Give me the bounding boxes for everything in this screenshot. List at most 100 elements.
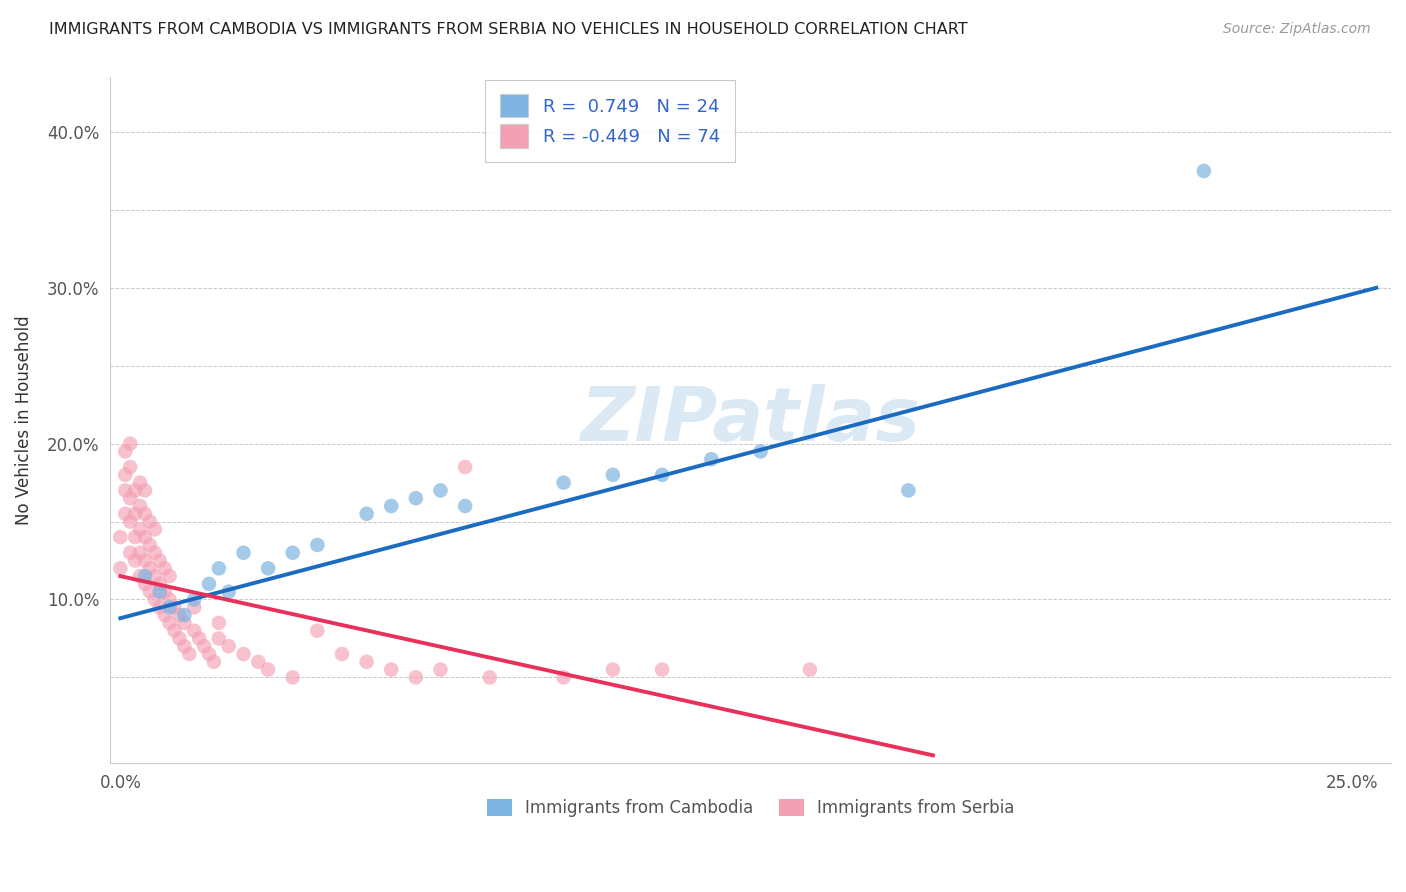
Point (700, 452, 723, 467)
Legend: Immigrants from Cambodia, Immigrants from Serbia: Immigrants from Cambodia, Immigrants fro… (481, 792, 1021, 823)
Point (134, 577, 156, 591)
Point (651, 663, 673, 677)
Point (218, 584, 240, 599)
Point (897, 483, 920, 498)
Point (153, 561, 176, 575)
Point (114, 467, 136, 482)
Point (429, 663, 451, 677)
Point (139, 538, 162, 552)
Point (478, 670, 501, 684)
Point (183, 624, 205, 638)
Point (110, 530, 132, 544)
Point (232, 546, 254, 560)
Point (799, 663, 821, 677)
Point (124, 507, 146, 521)
Point (124, 553, 146, 567)
Point (139, 515, 162, 529)
Point (281, 546, 304, 560)
Point (307, 538, 329, 552)
Point (356, 655, 378, 669)
Point (143, 546, 166, 560)
Point (602, 467, 624, 482)
Point (163, 624, 186, 638)
Point (134, 553, 156, 567)
Point (183, 600, 205, 615)
Point (163, 600, 186, 615)
Point (129, 475, 152, 490)
Point (208, 632, 231, 646)
Point (129, 546, 152, 560)
Point (330, 647, 353, 661)
Point (120, 460, 142, 475)
Point (134, 483, 156, 498)
Point (153, 608, 176, 623)
Point (405, 670, 427, 684)
Point (602, 663, 624, 677)
Point (124, 530, 146, 544)
Point (257, 663, 280, 677)
Point (149, 584, 172, 599)
Point (134, 507, 156, 521)
Point (218, 639, 240, 653)
Point (134, 530, 156, 544)
Point (143, 592, 166, 607)
Point (198, 647, 221, 661)
Point (173, 639, 195, 653)
Point (553, 475, 575, 490)
Point (169, 608, 191, 623)
Point (114, 483, 136, 498)
Point (257, 561, 280, 575)
Point (159, 592, 181, 607)
Point (173, 615, 195, 630)
Point (232, 647, 254, 661)
Point (208, 615, 231, 630)
Point (429, 483, 451, 498)
Point (179, 647, 201, 661)
Point (183, 592, 205, 607)
Point (149, 600, 172, 615)
Point (149, 577, 172, 591)
Text: Source: ZipAtlas.com: Source: ZipAtlas.com (1223, 22, 1371, 37)
Point (159, 569, 181, 583)
Point (281, 670, 304, 684)
Point (114, 507, 136, 521)
Point (159, 615, 181, 630)
Point (120, 546, 142, 560)
Point (454, 460, 477, 475)
Point (143, 522, 166, 536)
Point (356, 507, 378, 521)
Text: ZIPatlas: ZIPatlas (581, 384, 921, 457)
Point (169, 632, 191, 646)
Point (120, 436, 142, 450)
Point (651, 467, 673, 482)
Point (247, 655, 270, 669)
Point (139, 584, 162, 599)
Point (193, 639, 215, 653)
Point (149, 553, 172, 567)
Point (749, 444, 772, 458)
Point (143, 569, 166, 583)
Point (153, 584, 176, 599)
Point (553, 670, 575, 684)
Point (380, 499, 402, 513)
Point (110, 561, 132, 575)
Point (1192, 164, 1215, 178)
Point (208, 561, 231, 575)
Text: IMMIGRANTS FROM CAMBODIA VS IMMIGRANTS FROM SERBIA NO VEHICLES IN HOUSEHOLD CORR: IMMIGRANTS FROM CAMBODIA VS IMMIGRANTS F… (49, 22, 967, 37)
Point (134, 569, 156, 583)
Point (454, 499, 477, 513)
Point (173, 608, 195, 623)
Point (129, 569, 152, 583)
Point (159, 600, 181, 615)
Point (120, 515, 142, 529)
Point (405, 491, 427, 506)
Point (129, 499, 152, 513)
Y-axis label: No Vehicles in Household: No Vehicles in Household (15, 316, 32, 525)
Point (198, 577, 221, 591)
Point (380, 663, 402, 677)
Point (139, 561, 162, 575)
Point (124, 483, 146, 498)
Point (202, 655, 225, 669)
Point (120, 491, 142, 506)
Point (129, 522, 152, 536)
